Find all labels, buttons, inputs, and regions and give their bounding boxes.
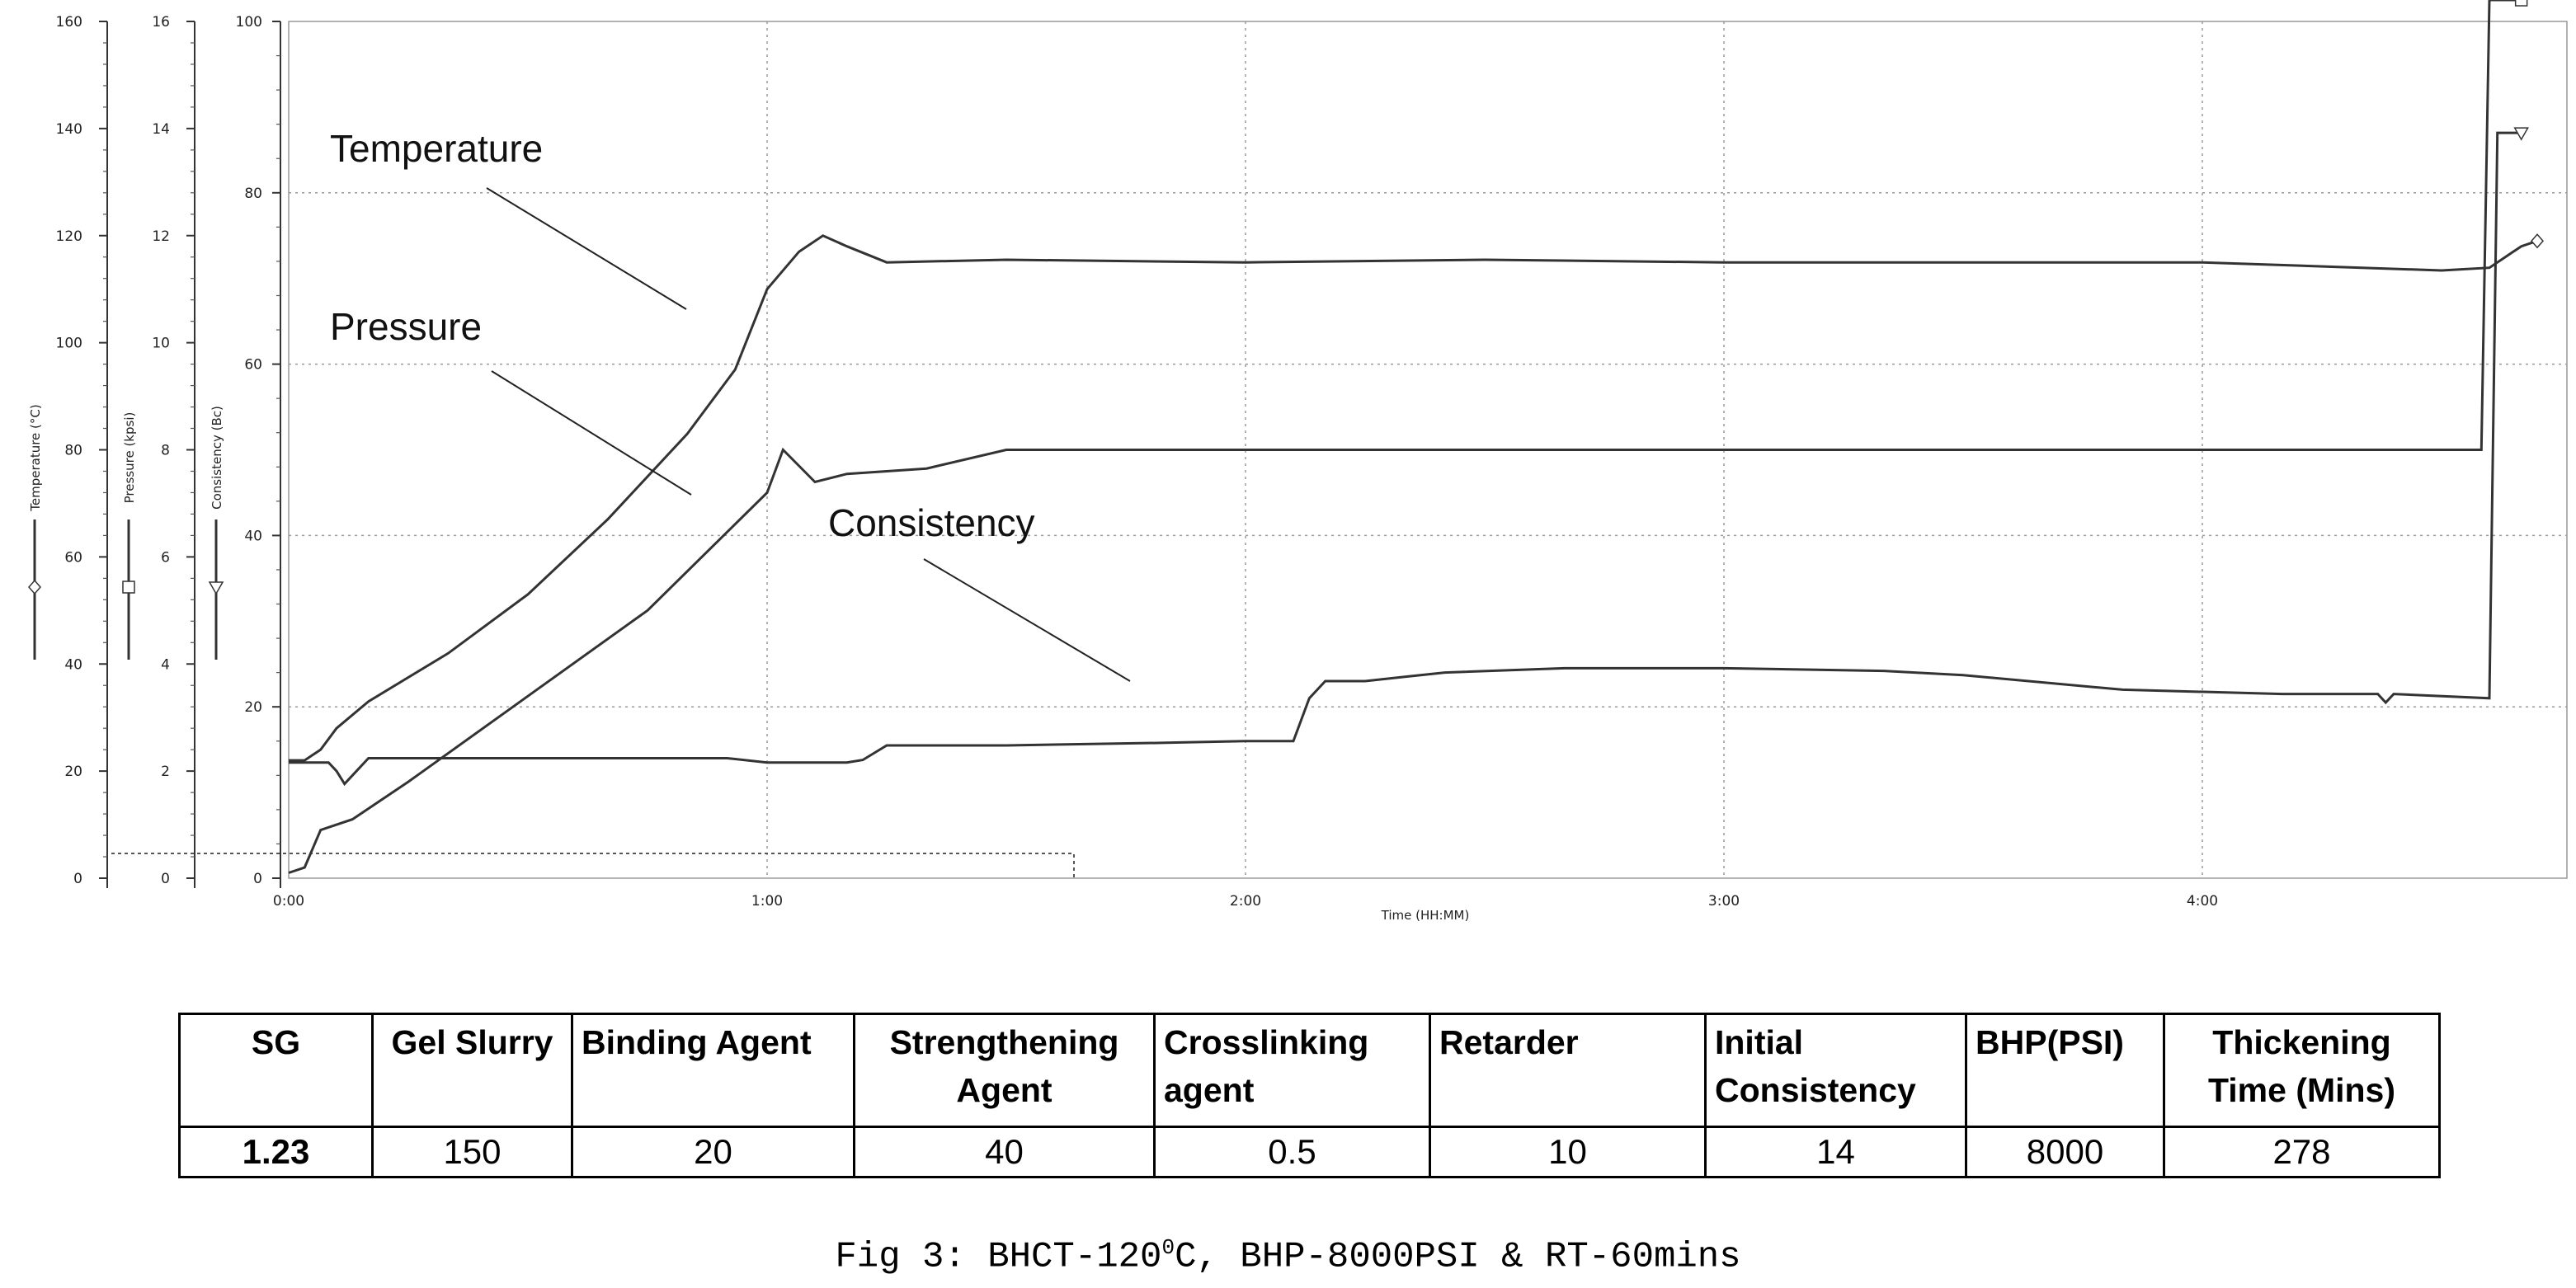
y-tick-label: 40 bbox=[64, 656, 82, 673]
square-marker-icon bbox=[122, 581, 135, 594]
x-axis-title: Time (HH:MM) bbox=[1381, 908, 1470, 923]
annotation-temperature-arrow bbox=[486, 187, 687, 310]
y-tick-label: 120 bbox=[56, 228, 82, 245]
cell-bhp: 8000 bbox=[1965, 1126, 2165, 1178]
annotation-pressure: Pressure bbox=[330, 305, 482, 348]
cell-initial-consistency: 14 bbox=[1704, 1126, 1967, 1178]
y-tick-label: 6 bbox=[161, 549, 170, 566]
header-thickening-time: Thickening Time (Mins) bbox=[2163, 1013, 2441, 1128]
header-gel-slurry: Gel Slurry bbox=[371, 1013, 573, 1128]
y-tick-label: 20 bbox=[244, 699, 262, 716]
series-line-consistency bbox=[289, 131, 2522, 787]
y-axis-title: Temperature (°C) bbox=[28, 404, 43, 511]
series-end-marker bbox=[2514, 0, 2528, 7]
cell-crosslinking-agent: 0.5 bbox=[1153, 1126, 1431, 1178]
annotation-consistency: Consistency bbox=[828, 501, 1035, 544]
header-strengthening-agent: Strengthening Agent bbox=[853, 1013, 1156, 1128]
header-initial-consistency: Initial Consistency bbox=[1704, 1013, 1967, 1128]
y-tick-label: 16 bbox=[152, 14, 170, 31]
cell-thickening-time: 278 bbox=[2163, 1126, 2441, 1178]
y-tick-label: 40 bbox=[244, 528, 262, 544]
y-tick-label: 14 bbox=[152, 121, 170, 138]
y-tick-label: 0 bbox=[73, 871, 82, 887]
annotation-pressure-arrow bbox=[491, 370, 692, 496]
y-tick-label: 2 bbox=[161, 764, 170, 780]
caption-main: Fig 3: BHCT-120 bbox=[835, 1236, 1162, 1278]
series-end-marker bbox=[2513, 127, 2529, 141]
y-tick-label: 20 bbox=[64, 764, 82, 780]
grid bbox=[111, 21, 2568, 879]
header-bhp: BHP(PSI) bbox=[1965, 1013, 2165, 1128]
header-retarder: Retarder bbox=[1429, 1013, 1707, 1128]
annotations: Temperature Pressure Consistency bbox=[330, 127, 1131, 682]
cell-gel-slurry: 150 bbox=[371, 1126, 573, 1178]
x-tick-label: 2:00 bbox=[1230, 893, 1261, 910]
y-tick-label: 100 bbox=[236, 14, 262, 31]
y-tick-label: 8 bbox=[161, 443, 170, 459]
x-tick-label: 0:00 bbox=[273, 893, 304, 910]
y-tick-label: 0 bbox=[253, 871, 262, 887]
figure-caption: Fig 3: BHCT-1200C, BHP-8000PSI & RT-60mi… bbox=[0, 1235, 2576, 1278]
cell-strengthening-agent: 40 bbox=[853, 1126, 1156, 1178]
baseline-marker bbox=[111, 853, 1075, 878]
header-binding-agent: Binding Agent bbox=[571, 1013, 855, 1128]
y-tick-label: 0 bbox=[161, 871, 170, 887]
annotation-temperature: Temperature bbox=[330, 127, 543, 170]
x-tick-label: 4:00 bbox=[2187, 893, 2218, 910]
y-tick-label: 60 bbox=[244, 357, 262, 374]
y-tick-label: 60 bbox=[64, 549, 82, 566]
series-line-temperature bbox=[289, 234, 2538, 762]
table-row: 1.23 150 20 40 0.5 10 14 8000 278 bbox=[178, 1126, 2441, 1178]
y-axis-title: Consistency (Bc) bbox=[210, 406, 224, 510]
chart-area: 0:00 1:00 2:00 3:00 4:00 Time (HH:MM) 0 20 40 60 8… bbox=[28, 0, 2568, 923]
header-crosslinking-agent: Crosslinking agent bbox=[1153, 1013, 1431, 1128]
cell-retarder: 10 bbox=[1429, 1126, 1707, 1178]
x-tick-label: 3:00 bbox=[1708, 893, 1740, 910]
y-tick-label: 140 bbox=[56, 121, 82, 138]
y-tick-label: 10 bbox=[152, 336, 170, 352]
caption-rest: C, BHP-8000PSI & RT-60mins bbox=[1175, 1236, 1741, 1278]
diamond-marker-icon bbox=[28, 579, 41, 595]
cell-binding-agent: 20 bbox=[571, 1126, 855, 1178]
y-tick-label: 160 bbox=[56, 14, 82, 31]
header-sg: SG bbox=[178, 1013, 374, 1128]
series-line-pressure bbox=[288, 0, 2522, 874]
table-header-row: SG Gel Slurry Binding Agent Strengthenin… bbox=[178, 1013, 2441, 1128]
y-tick-label: 4 bbox=[161, 656, 170, 673]
annotation-consistency-arrow bbox=[923, 558, 1131, 682]
series-lines bbox=[288, 0, 2544, 874]
y-tick-label: 12 bbox=[152, 228, 170, 245]
plot-frame bbox=[288, 21, 2568, 879]
y-axis-title: Pressure (kpsi) bbox=[122, 412, 137, 504]
data-table: SG Gel Slurry Binding Agent Strengthenin… bbox=[178, 1013, 2441, 1178]
y-tick-label: 80 bbox=[64, 443, 82, 459]
y-tick-label: 100 bbox=[56, 336, 82, 352]
cell-sg: 1.23 bbox=[178, 1126, 374, 1178]
series-end-marker bbox=[2531, 233, 2544, 249]
triangle-marker-icon bbox=[208, 581, 224, 595]
y-tick-label: 80 bbox=[244, 186, 262, 202]
x-tick-label: 1:00 bbox=[751, 893, 783, 910]
caption-superscript: 0 bbox=[1161, 1235, 1175, 1260]
